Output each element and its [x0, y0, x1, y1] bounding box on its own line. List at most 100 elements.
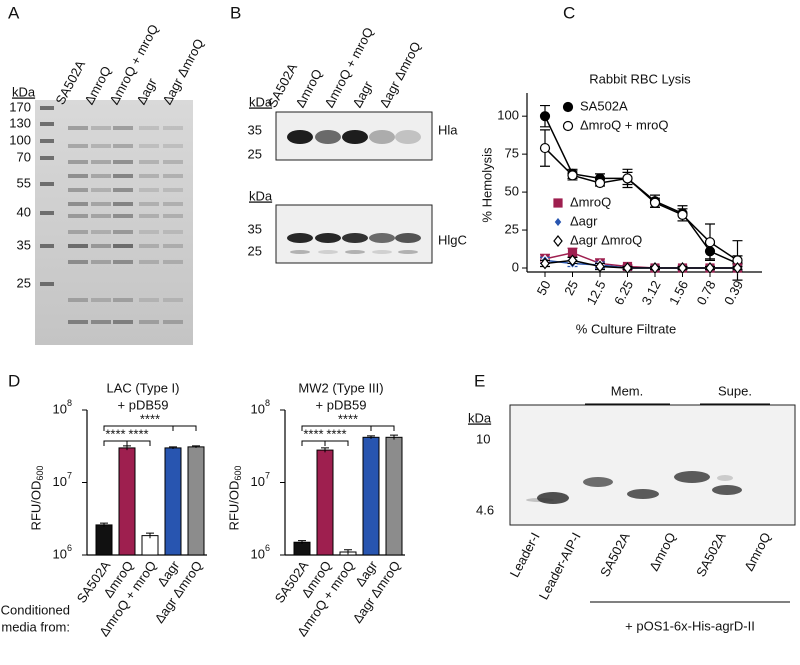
gel-band — [68, 126, 88, 130]
blot-band — [395, 130, 421, 144]
blot-label: Hla — [438, 122, 458, 137]
gel-band — [68, 244, 88, 248]
panel-letter: B — [230, 3, 241, 22]
y-tick-label: 108 — [53, 398, 72, 416]
ladder-band — [40, 211, 54, 215]
panel-letter: E — [474, 371, 485, 390]
legend-marker — [553, 235, 563, 247]
point — [539, 142, 551, 154]
significance-label: **** — [105, 426, 125, 441]
gel-band — [163, 214, 183, 218]
footer-label: + pOS1-6x-His-agrD-II — [625, 618, 755, 633]
legend-label: Δagr ΔmroQ — [570, 232, 642, 247]
blot-band — [287, 233, 313, 243]
marker-label: 70 — [17, 149, 31, 164]
gel-band — [139, 126, 159, 130]
gel-band — [139, 298, 159, 302]
x-axis-label: % Culture Filtrate — [576, 321, 676, 336]
y-tick-exponent: 7 — [265, 471, 270, 481]
error-bar — [298, 540, 306, 544]
gel-band — [163, 202, 183, 206]
legend-marker — [562, 101, 574, 113]
lane-label: SA502A — [597, 530, 633, 579]
point — [677, 262, 688, 274]
chart-title: Rabbit RBC Lysis — [589, 71, 691, 86]
ladder-band — [40, 122, 54, 126]
point — [705, 262, 715, 274]
gel-band — [68, 320, 88, 324]
significance-bracket — [301, 440, 326, 446]
point — [704, 237, 716, 248]
bar — [385, 436, 403, 556]
legend-label: Δagr — [570, 213, 598, 228]
marker-label: 25 — [248, 243, 262, 258]
chart-title: MW2 (Type III) — [298, 380, 383, 395]
gel-band — [163, 160, 183, 164]
gel-band — [583, 477, 613, 487]
gel-band — [68, 202, 88, 206]
gel-band — [139, 188, 159, 192]
point — [567, 254, 578, 267]
marker-label: 35 — [248, 122, 262, 137]
kda-label: kDa — [249, 188, 273, 203]
panel-letter: D — [8, 371, 20, 390]
gel-band — [537, 492, 569, 504]
blot-label: HlgC — [438, 232, 467, 247]
gel-band — [163, 230, 183, 234]
y-axis-label: RFU/OD600 — [28, 466, 45, 531]
marker-label: 4.6 — [476, 502, 494, 517]
y-tick-label: 25 — [505, 221, 519, 236]
y-tick-exponent: 8 — [67, 398, 72, 408]
panel-letter: A — [8, 3, 20, 22]
point — [594, 177, 606, 189]
y-tick-label: 106 — [251, 543, 270, 561]
bar — [293, 541, 311, 556]
gel-band — [91, 202, 111, 206]
gel-band — [139, 174, 159, 178]
gel-band — [113, 260, 133, 264]
blot-band — [369, 130, 395, 144]
x-tick-label: 0.78 — [694, 278, 719, 307]
y-tick-exponent: 6 — [67, 543, 72, 553]
blot-band — [345, 250, 365, 254]
significance-bracket — [126, 440, 151, 446]
lane-label: Leader-I — [507, 530, 543, 580]
marker-label: 35 — [17, 237, 31, 252]
y-tick-label: 108 — [251, 398, 270, 416]
lane-label: SA502A — [693, 530, 729, 579]
chart-title: + pDB59 — [118, 397, 169, 412]
error-bar — [169, 446, 177, 449]
gel-band — [68, 160, 88, 164]
gel-band — [91, 260, 111, 264]
blot-band — [315, 130, 341, 144]
gel-band — [91, 160, 111, 164]
lane-label: Δagr — [349, 78, 375, 110]
chart-title: LAC (Type I) — [107, 380, 180, 395]
significance-label: **** — [128, 426, 148, 441]
gel-band — [68, 188, 88, 192]
point — [567, 170, 578, 181]
marker-label: 25 — [17, 275, 31, 290]
gel-band — [139, 320, 159, 324]
gel-band — [163, 320, 183, 324]
blot-band — [318, 250, 338, 254]
gel-band — [113, 174, 133, 178]
y-tick-label: 0 — [512, 259, 519, 274]
gel-band — [91, 214, 111, 218]
gel-band — [139, 230, 159, 234]
significance-label: **** — [338, 411, 358, 426]
gel-band — [139, 202, 159, 206]
kda-label: kDa — [12, 84, 36, 99]
blot-band — [342, 130, 368, 144]
error-bar — [321, 447, 329, 453]
significance-label: **** — [303, 426, 323, 441]
significance-bracket — [103, 425, 197, 431]
gel-band — [113, 160, 133, 164]
bar — [316, 449, 334, 556]
gel-band — [163, 260, 183, 264]
blot-band — [342, 233, 368, 243]
marker-label: 55 — [17, 175, 31, 190]
point — [649, 197, 661, 208]
significance-label: **** — [140, 411, 160, 426]
gel-band — [113, 202, 133, 206]
